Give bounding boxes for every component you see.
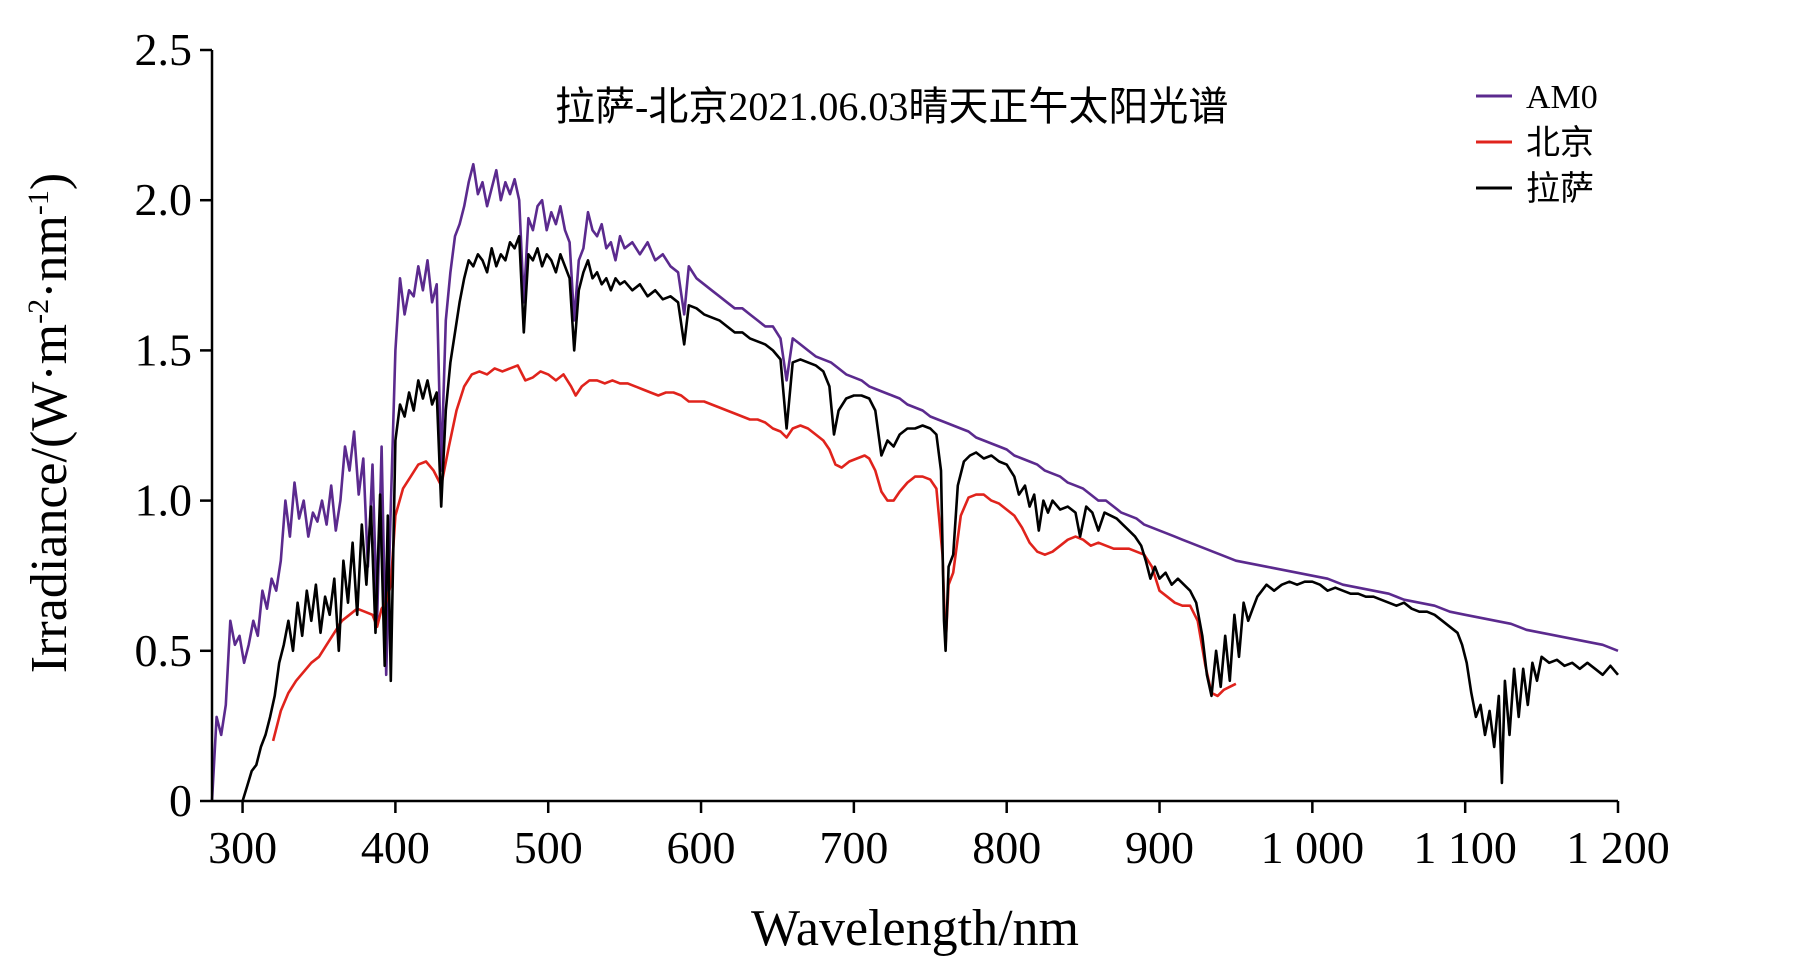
chart-title: 拉萨-北京2021.06.03晴天正午太阳光谱 [555,84,1228,129]
y-axis-title: Irradiance/(W·m-2·nm-1) [21,173,78,673]
series-line-拉萨 [241,234,1619,802]
x-axis-title: Wavelength/nm [751,900,1079,956]
x-tick-label: 1 000 [1261,822,1365,873]
x-tick-label: 400 [361,822,430,873]
y-axis-title-exp1: -2 [22,299,55,324]
x-tick-label: 1 100 [1413,822,1517,873]
series-line-北京 [271,364,1237,742]
x-tick-label: 1 200 [1566,822,1670,873]
legend-label: AM0 [1526,79,1598,116]
y-tick-label: 0 [169,775,192,826]
x-tick-label: 900 [1125,822,1194,873]
legend-label: 拉萨 [1526,170,1594,208]
x-tick-label: 700 [819,822,888,873]
y-axis-title-mid: ·nm [21,215,78,299]
legend-label: 北京 [1526,124,1594,162]
x-tick-label: 300 [208,822,277,873]
y-tick-label: 1.0 [135,475,193,526]
series-layer [210,162,1619,802]
y-axis-title-base: Irradiance/(W·m [21,324,78,673]
y-tick-label: 2.5 [135,24,193,75]
y-tick-label: 1.5 [135,324,193,375]
y-axis-title-exp2: -1 [22,190,55,215]
x-tick-label: 600 [667,822,736,873]
axes-layer [210,50,1618,803]
series-line-AM0 [210,162,1619,802]
y-tick-label: 2.0 [135,174,193,225]
x-tick-label: 500 [514,822,583,873]
ticks-layer: 0 0.5 1.0 1.5 2.0 2.5 300 400 500 600 700 800 900 1 0… [135,24,1670,873]
y-tick-label: 0.5 [135,625,193,676]
x-tick-label: 800 [972,822,1041,873]
y-axis-title-end: ) [21,173,78,190]
